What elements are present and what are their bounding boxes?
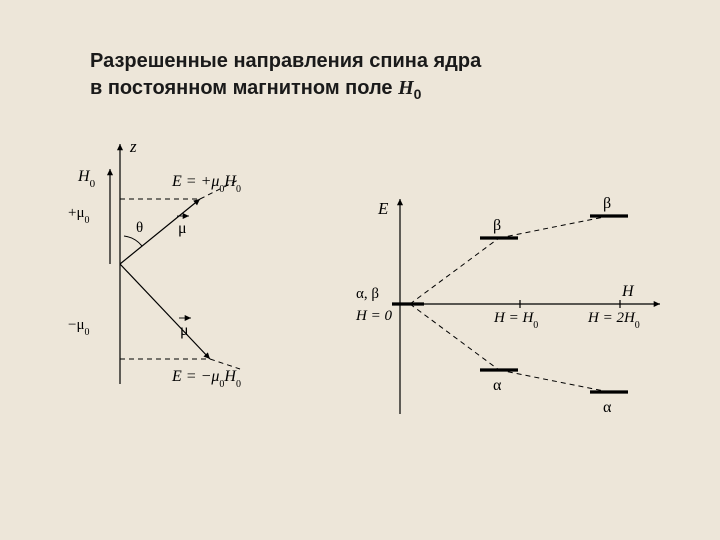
svg-text:α: α [493, 377, 502, 394]
svg-text:μ: μ [180, 322, 189, 339]
title-line2: в постоянном магнитном поле [90, 77, 398, 99]
svg-text:H = 0: H = 0 [355, 308, 392, 324]
title-var: H [398, 77, 414, 99]
page-title: Разрешенные направления спина ядра в пос… [90, 48, 481, 104]
svg-text:α: α [603, 399, 612, 416]
svg-text:H: H [621, 283, 635, 300]
svg-text:+μ0: +μ0 [68, 205, 90, 226]
svg-text:H = 2H0: H = 2H0 [587, 310, 640, 331]
svg-text:α, β: α, β [356, 286, 379, 302]
svg-text:H0: H0 [77, 168, 96, 190]
svg-text:E = −μ0H0: E = −μ0H0 [171, 368, 241, 390]
svg-text:β: β [493, 217, 501, 234]
title-sub: 0 [414, 86, 422, 102]
title-line1: Разрешенные направления спина ядра [90, 50, 481, 72]
svg-text:E = +μ0H0: E = +μ0H0 [171, 173, 241, 195]
svg-text:E: E [377, 199, 389, 218]
svg-text:μ: μ [178, 220, 187, 237]
svg-text:z: z [129, 137, 137, 156]
svg-text:−μ0: −μ0 [68, 317, 90, 338]
svg-text:β: β [603, 195, 611, 212]
svg-text:θ: θ [136, 220, 143, 236]
svg-text:H = H0: H = H0 [493, 310, 538, 331]
physics-diagram: z H0 μ μ θ +μ0 −μ0 E = +μ0H0 E = −μ0H0 E Hβ β α α α, β… [60, 134, 660, 484]
diagram-container: z H0 μ μ θ +μ0 −μ0 E = +μ0H0 E = −μ0H0 E Hβ β α α α, β… [60, 134, 660, 484]
